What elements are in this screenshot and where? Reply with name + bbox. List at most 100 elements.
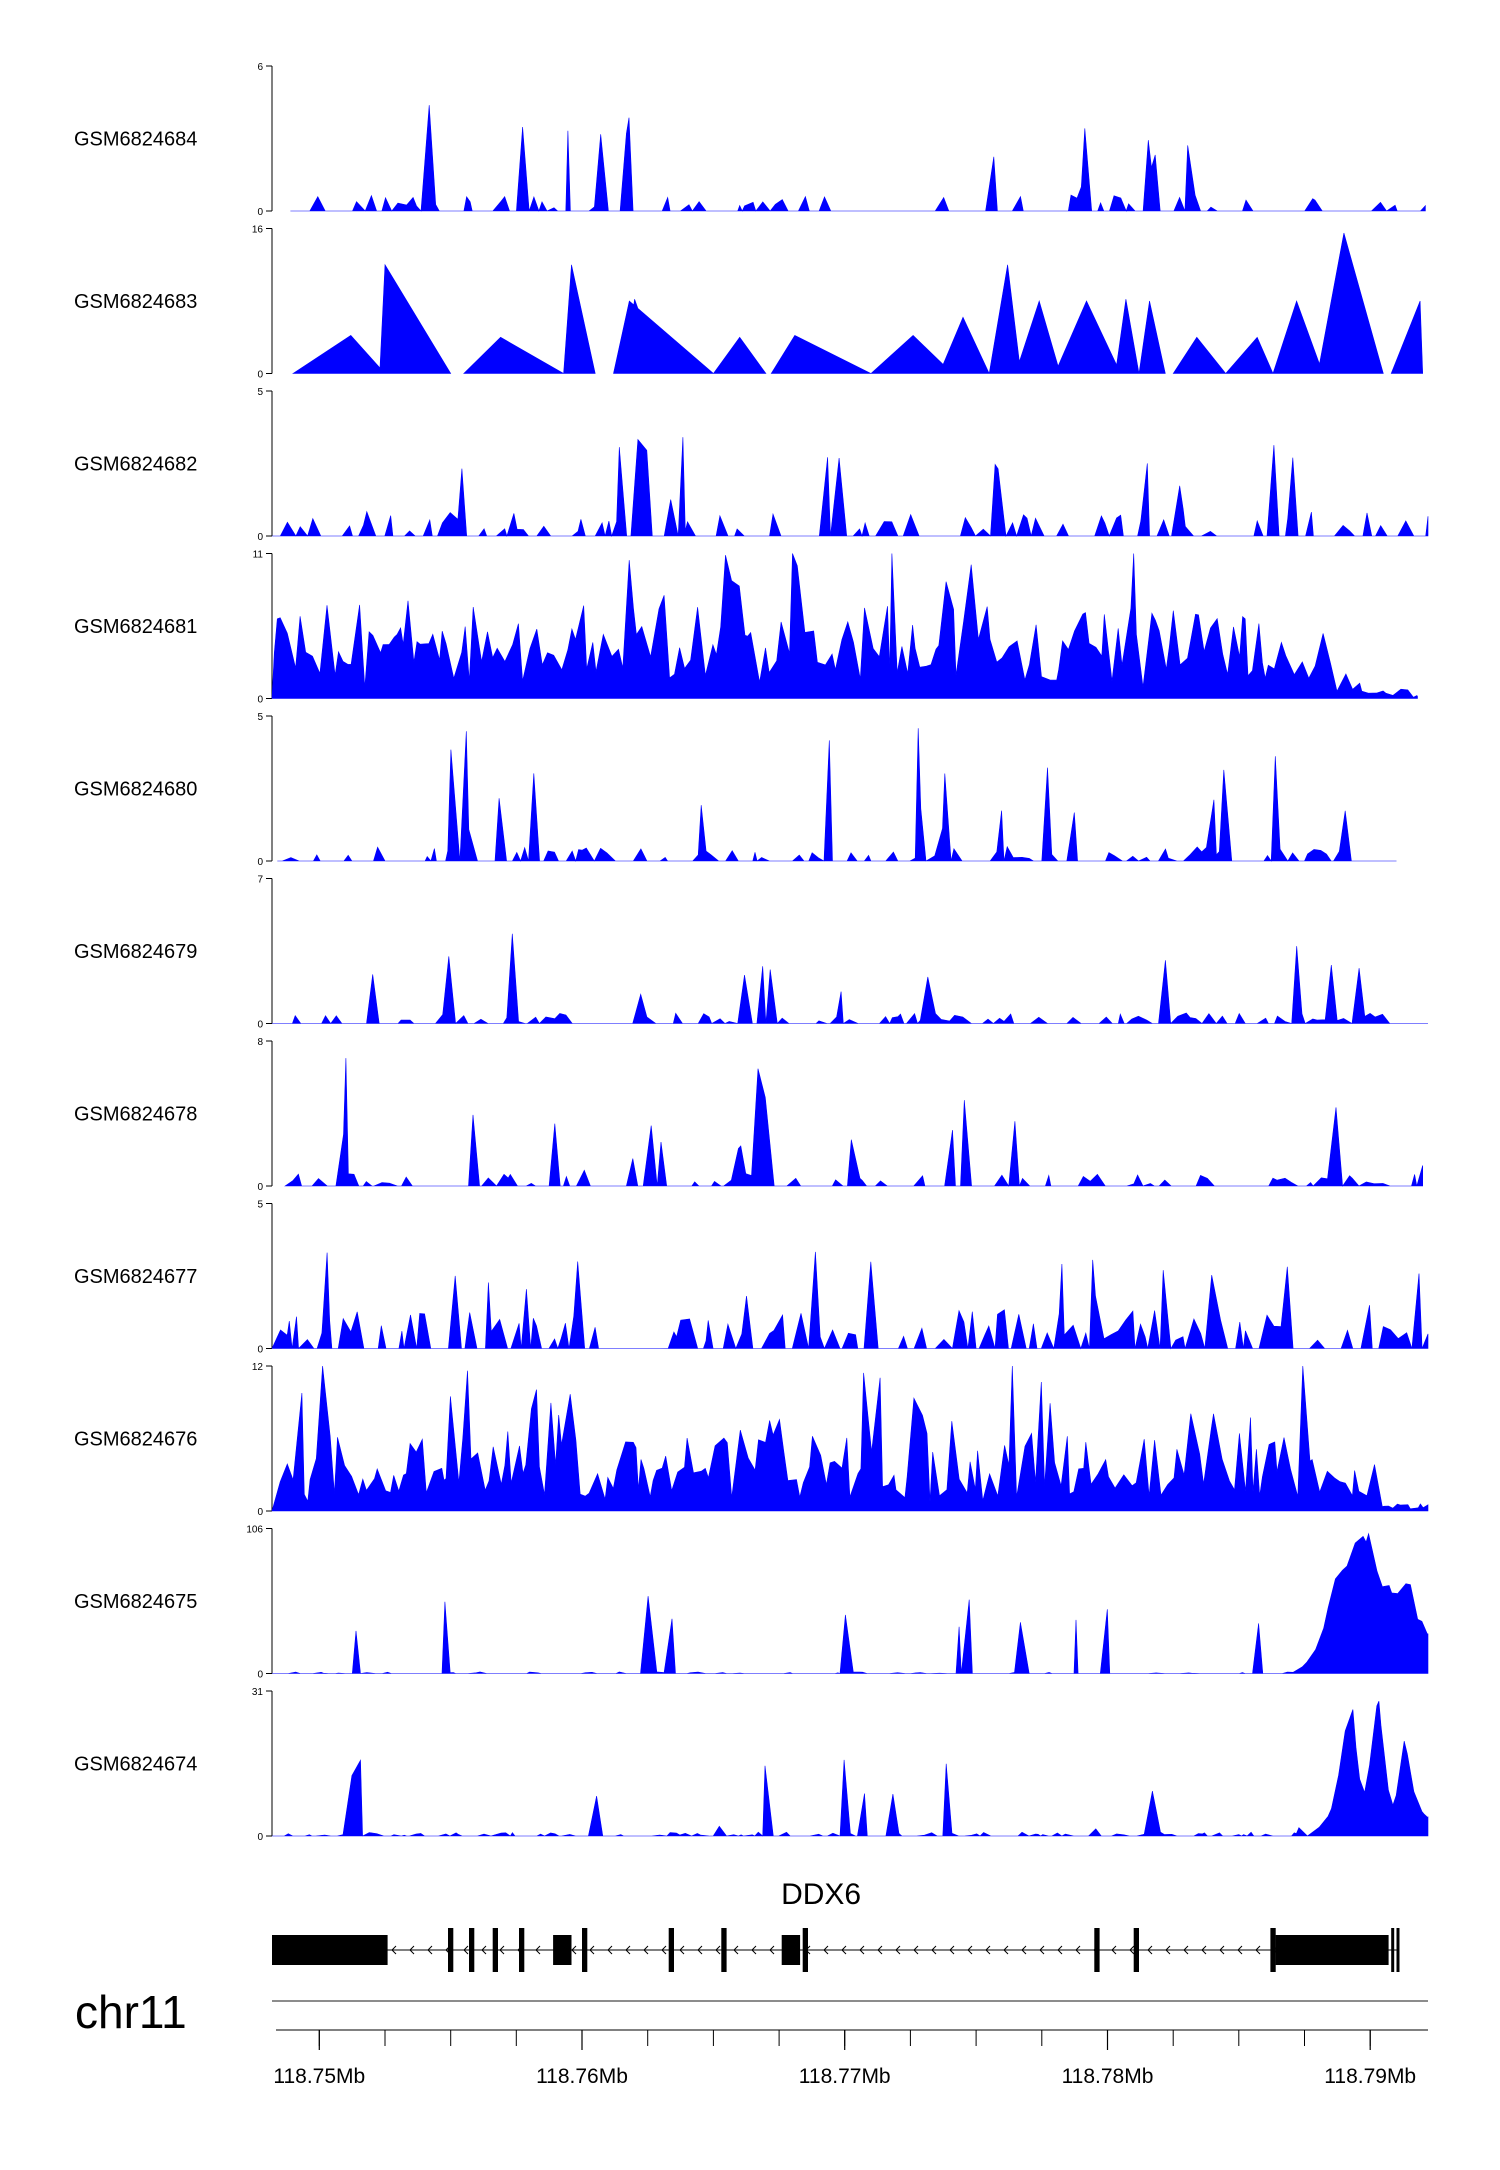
- x-tick-label: 118.76Mb: [536, 2065, 628, 2088]
- y-tick-label-min: 0: [257, 532, 263, 543]
- strand-arrow: [679, 1945, 685, 1955]
- track-label: GSM6824684: [74, 129, 197, 151]
- y-tick-label-max: 16: [252, 225, 264, 236]
- y-tick-label-max: 6: [257, 62, 263, 73]
- gene-exon: [1391, 1928, 1395, 1972]
- strand-arrow: [481, 1945, 487, 1955]
- x-tick-label: 118.77Mb: [799, 2065, 891, 2088]
- track-label: GSM6824674: [74, 1754, 197, 1776]
- track-GSM6824679: GSM6824679 7 0: [74, 875, 1428, 1031]
- y-tick-label-min: 0: [257, 1832, 263, 1843]
- y-tick-label-min: 0: [257, 207, 263, 218]
- track-label: GSM6824681: [74, 616, 197, 638]
- strand-arrow: [1237, 1945, 1243, 1955]
- strand-arrow: [409, 1945, 415, 1955]
- signal-area: [291, 232, 1424, 374]
- strand-arrow: [1075, 1945, 1081, 1955]
- y-tick-label-max: 5: [257, 1200, 263, 1211]
- track-GSM6824683: GSM6824683 16 0: [74, 225, 1424, 381]
- strand-arrow: [535, 1945, 541, 1955]
- gene-exon: [272, 1935, 388, 1965]
- x-tick-label: 118.75Mb: [273, 2065, 365, 2088]
- track-label: GSM6824678: [74, 1104, 197, 1126]
- gene-exon: [802, 1928, 808, 1972]
- signal-tracks: GSM682468460GSM6824683160GSM682468250GSM…: [74, 62, 1429, 1843]
- strand-arrow: [427, 1945, 433, 1955]
- track-GSM6824684: GSM6824684 6 0: [74, 62, 1426, 218]
- signal-area: [290, 105, 1426, 212]
- gene-exon: [1396, 1928, 1400, 1972]
- gene-exon: [1094, 1928, 1100, 1972]
- strand-arrow: [607, 1945, 613, 1955]
- y-tick-label-max: 31: [252, 1687, 264, 1698]
- track-label: GSM6824675: [74, 1591, 197, 1613]
- track-GSM6824682: GSM6824682 5 0: [74, 387, 1429, 543]
- chromosome-label: chr11: [75, 1986, 187, 2038]
- strand-arrow: [643, 1945, 649, 1955]
- track-GSM6824675: GSM6824675 106 0: [74, 1525, 1429, 1681]
- strand-arrow: [859, 1945, 865, 1955]
- strand-arrow: [769, 1945, 775, 1955]
- gene-exon: [1133, 1928, 1139, 1972]
- strand-arrow: [1039, 1945, 1045, 1955]
- strand-arrow: [391, 1945, 397, 1955]
- signal-area: [272, 1532, 1429, 1674]
- y-tick-label-max: 5: [257, 387, 263, 398]
- track-label: GSM6824683: [74, 291, 197, 313]
- y-tick-label-max: 12: [252, 1362, 264, 1373]
- strand-arrow: [661, 1945, 667, 1955]
- strand-arrow: [1129, 1945, 1135, 1955]
- strand-arrow: [823, 1945, 829, 1955]
- signal-area: [277, 728, 1397, 863]
- strand-arrow: [733, 1945, 739, 1955]
- gene-exon: [781, 1935, 801, 1965]
- strand-arrow: [1111, 1945, 1117, 1955]
- gene-exon: [448, 1928, 454, 1972]
- strand-arrow: [1003, 1945, 1009, 1955]
- track-label: GSM6824677: [74, 1266, 197, 1288]
- strand-arrow: [697, 1945, 703, 1955]
- strand-arrow: [1147, 1945, 1153, 1955]
- strand-arrow: [967, 1945, 973, 1955]
- strand-arrow: [985, 1945, 991, 1955]
- track-label: GSM6824679: [74, 941, 197, 963]
- signal-area: [271, 1365, 1429, 1512]
- y-tick-label-max: 8: [257, 1037, 263, 1048]
- y-tick-label-max: 11: [253, 550, 264, 561]
- y-tick-label-min: 0: [257, 695, 263, 706]
- track-label: GSM6824680: [74, 779, 197, 801]
- strand-arrow: [1183, 1945, 1189, 1955]
- x-tick-label: 118.79Mb: [1324, 2065, 1416, 2088]
- strand-arrow: [463, 1945, 469, 1955]
- gene-exon: [668, 1928, 674, 1972]
- strand-arrow: [1219, 1945, 1225, 1955]
- y-tick-label-min: 0: [257, 1345, 263, 1356]
- signal-area: [271, 553, 1418, 699]
- chromosome-axis: chr11 118.75Mb 118.76Mb 118.77Mb 118.78Mb 11…: [75, 1986, 1428, 2088]
- strand-arrow: [841, 1945, 847, 1955]
- strand-arrow: [715, 1945, 721, 1955]
- strand-arrow: [751, 1945, 757, 1955]
- y-tick-label-min: 0: [257, 1507, 263, 1518]
- strand-arrow: [895, 1945, 901, 1955]
- y-tick-label-min: 0: [257, 1182, 263, 1193]
- strand-arrow: [949, 1945, 955, 1955]
- strand-arrow: [625, 1945, 631, 1955]
- gene-exon: [469, 1928, 475, 1972]
- gene-exon: [721, 1928, 727, 1972]
- y-tick-label-max: 5: [257, 712, 263, 723]
- signal-area: [284, 1058, 1423, 1187]
- track-label: GSM6824676: [74, 1429, 197, 1451]
- track-GSM6824678: GSM6824678 8 0: [74, 1037, 1423, 1193]
- strand-arrow: [1255, 1945, 1261, 1955]
- y-tick-label-max: 106: [246, 1525, 263, 1536]
- y-tick-label-min: 0: [257, 370, 263, 381]
- y-tick-label-min: 0: [257, 1020, 263, 1031]
- gene-exon: [1275, 1935, 1389, 1965]
- gene-exon: [492, 1928, 498, 1972]
- y-tick-label-min: 0: [257, 857, 263, 868]
- strand-arrow: [589, 1945, 595, 1955]
- signal-area: [272, 1700, 1429, 1837]
- strand-arrow: [1021, 1945, 1027, 1955]
- gene-exon: [582, 1928, 588, 1972]
